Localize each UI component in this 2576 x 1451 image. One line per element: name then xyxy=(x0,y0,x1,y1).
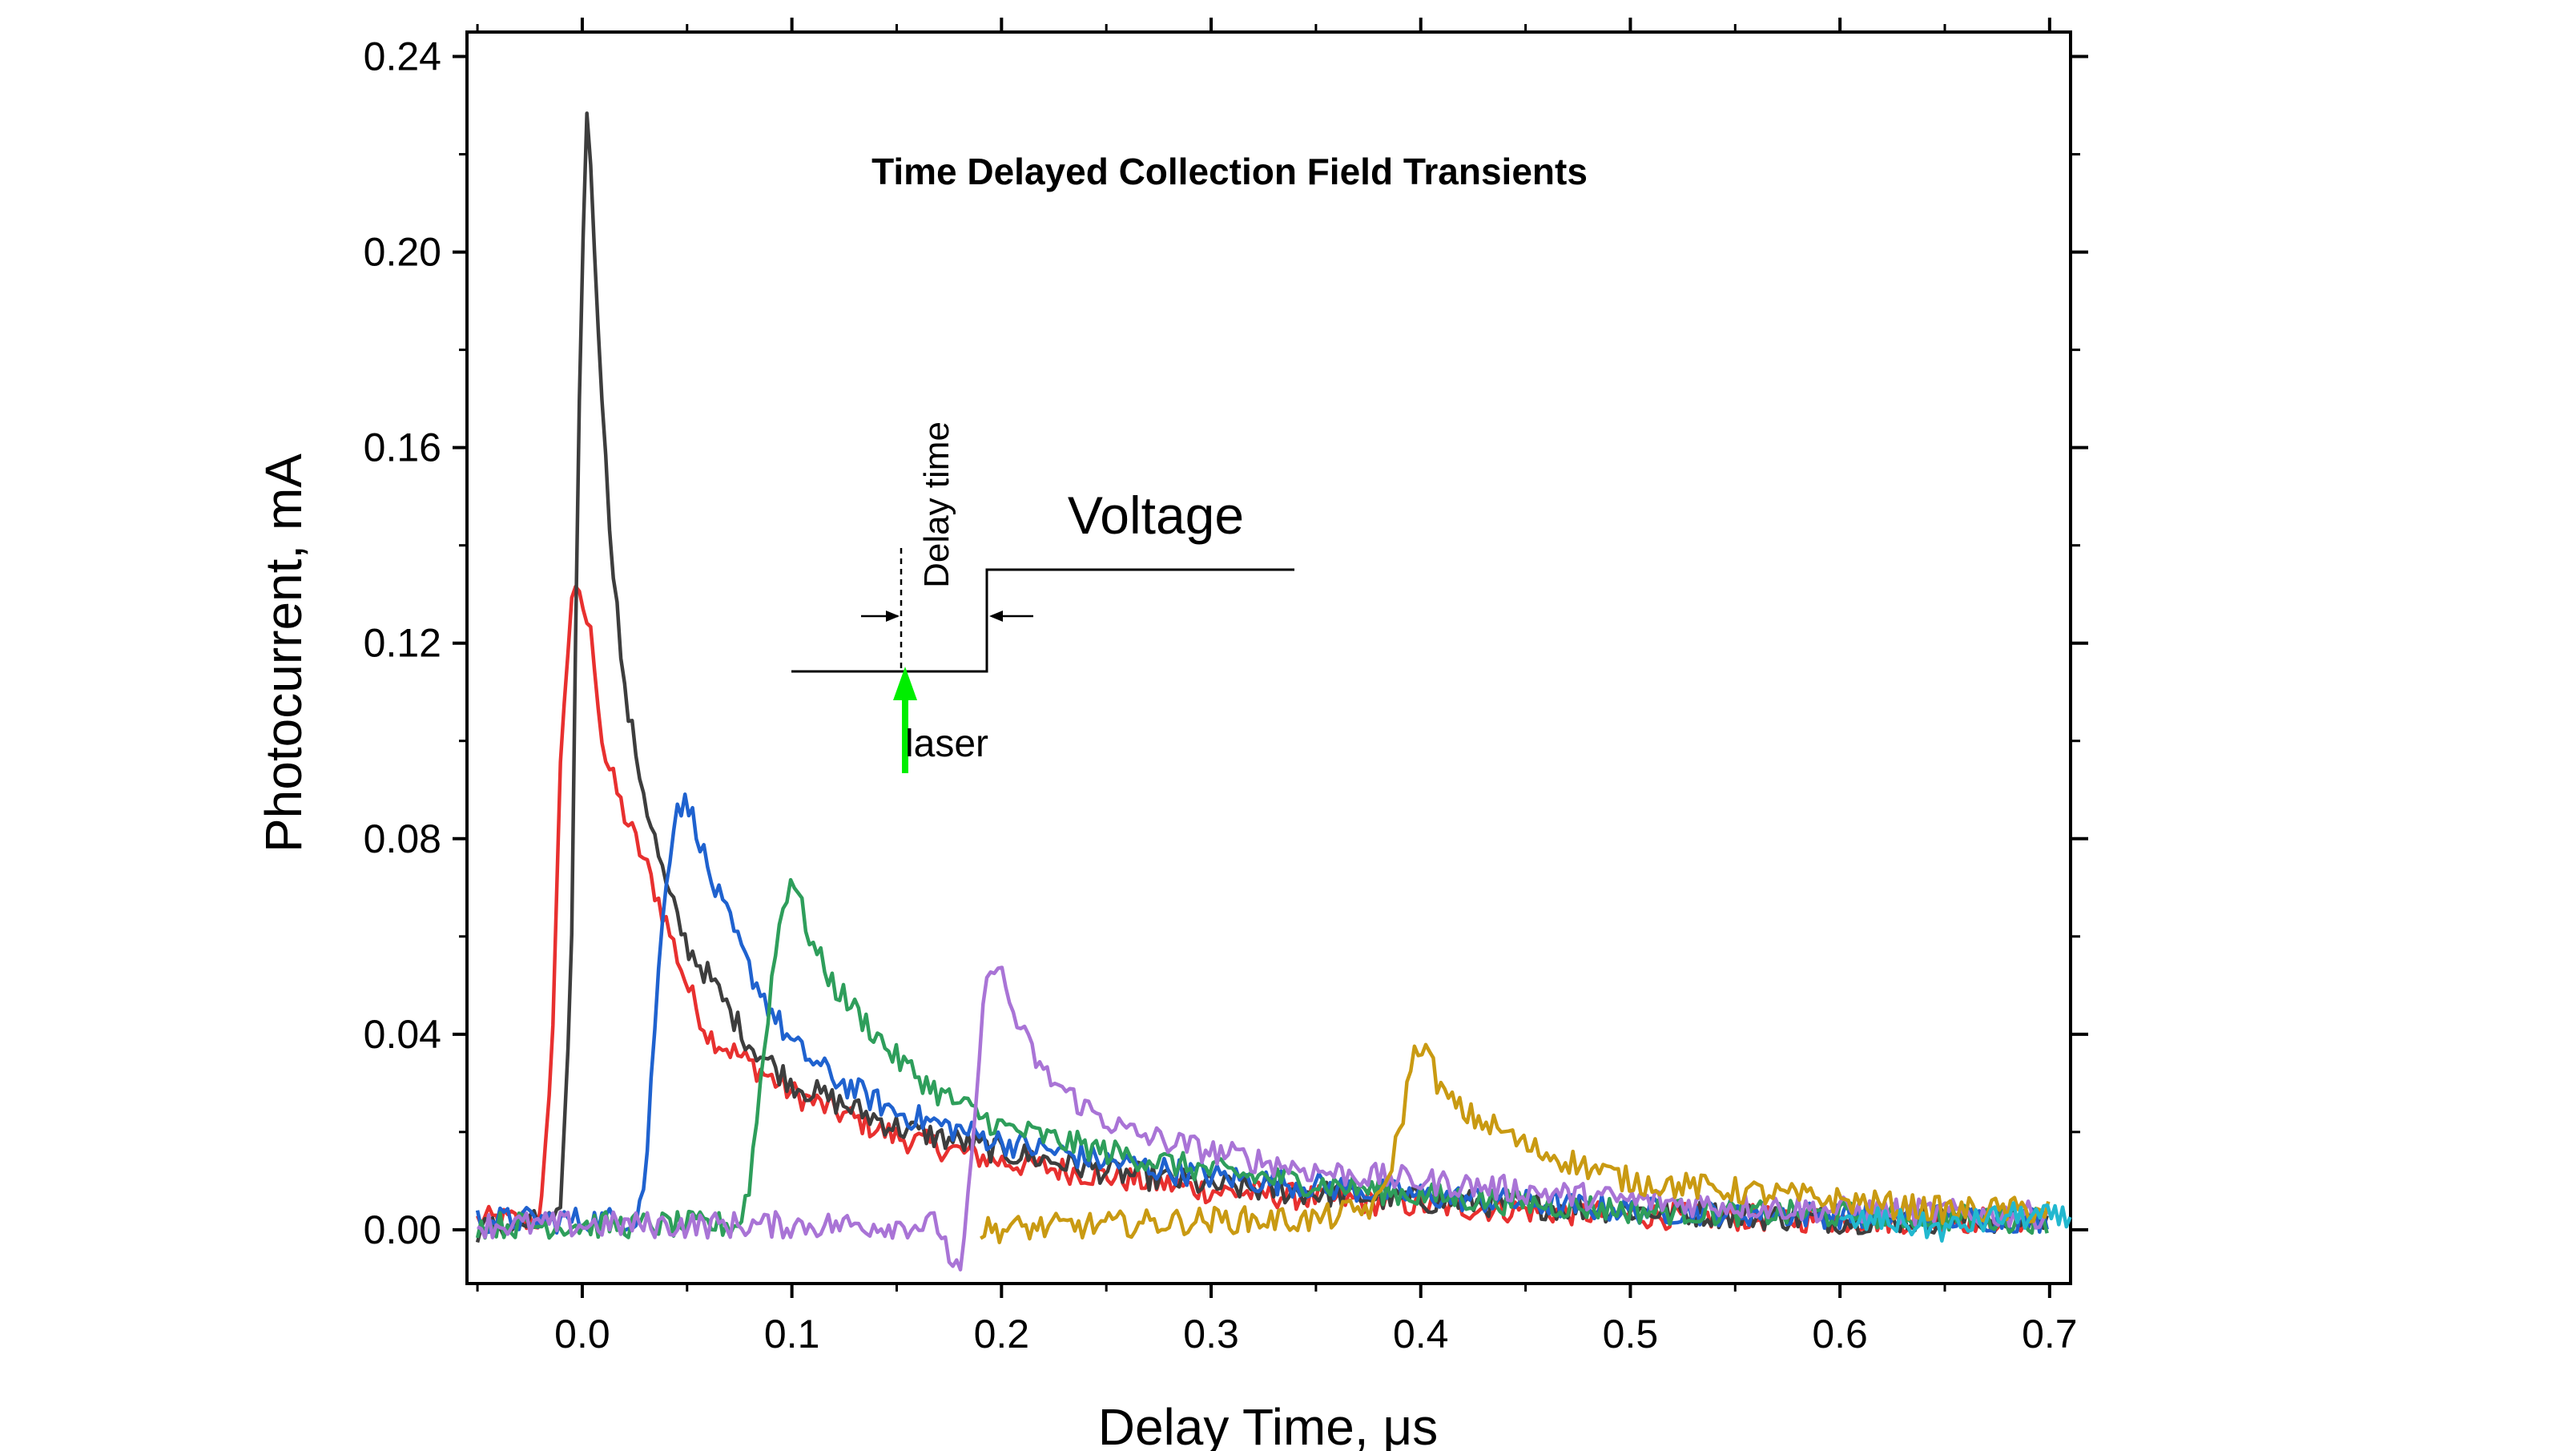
x-tick-label: 0.2 xyxy=(974,1312,1030,1356)
voltage-step-line xyxy=(791,568,1294,673)
y-tick-label: 0.00 xyxy=(364,1207,441,1252)
y-axis-label: Photocurrent, mA xyxy=(255,453,312,852)
y-tick-label: 0.04 xyxy=(364,1012,441,1057)
x-tick-label: 0.5 xyxy=(1603,1312,1659,1356)
y-tick-label: 0.24 xyxy=(364,34,441,79)
y-tick-label: 0.08 xyxy=(364,816,441,861)
y-tick-label: 0.16 xyxy=(364,425,441,470)
series-line-1 xyxy=(476,584,2049,1235)
series-line-2 xyxy=(475,111,2049,1243)
delay-time-annotation-label: Delay time xyxy=(917,421,956,588)
series-line-5 xyxy=(477,965,2049,1272)
chart-series-layer xyxy=(475,111,2072,1272)
x-tick-label: 0.1 xyxy=(764,1312,820,1356)
chart-title: Time Delayed Collection Field Transients xyxy=(871,151,1588,192)
x-tick-label: 0.3 xyxy=(1183,1312,1239,1356)
y-tick-label: 0.12 xyxy=(364,621,441,666)
x-tick-label: 0.4 xyxy=(1393,1312,1449,1356)
chart-annotations-layer xyxy=(791,548,1294,773)
delay-marker-left-arrowhead xyxy=(886,611,900,622)
x-tick-label: 0.7 xyxy=(2022,1312,2078,1356)
series-line-6 xyxy=(980,1042,2051,1244)
chart-ticks-layer: 0.0 0.1 0.2 0.3 0.4 0.5 0.6 0.7 0.00 0.04 0.08 0.12… xyxy=(364,18,2088,1356)
delay-marker-right-arrowhead xyxy=(989,611,1003,622)
chart-frame-layer xyxy=(465,30,2072,1285)
laser-annotation-label: laser xyxy=(905,723,988,765)
series-line-7 xyxy=(1839,1201,2072,1243)
x-tick-label: 0.6 xyxy=(1812,1312,1868,1356)
x-tick-label: 0.0 xyxy=(554,1312,610,1356)
voltage-annotation-label: Voltage xyxy=(1068,486,1244,545)
laser-arrowhead xyxy=(893,667,917,700)
x-axis-label: Delay Time, μs xyxy=(1098,1398,1439,1451)
y-tick-label: 0.20 xyxy=(364,230,441,275)
plot-area-frame xyxy=(465,30,2072,1285)
